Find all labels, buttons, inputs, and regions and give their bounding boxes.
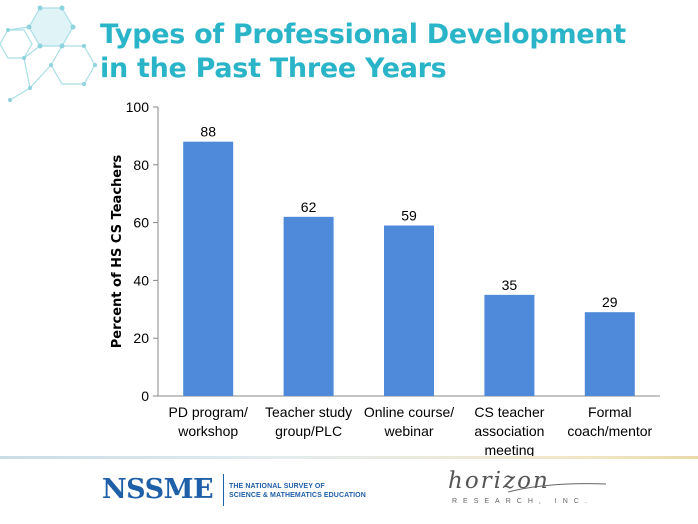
y-axis-label: Percent of HS CS Teachers [110,154,125,348]
y-tick-label: 60 [133,215,149,231]
horizon-subtitle: RESEARCH, INC. [452,498,593,505]
x-tick-label: coach/mentor [567,423,652,439]
nssme-logo: NSSME [102,474,214,505]
data-label: 88 [200,124,216,140]
hexagon-network-icon [0,5,97,102]
bar [283,216,334,396]
data-label: 35 [502,277,518,293]
nssme-subtitle-line-1: THE NATIONAL SURVEY OF [229,483,325,490]
nssme-subtitle-line-2: SCIENCE & MATHEMATICS EDUCATION [229,492,366,499]
page-title-line-2: in the Past Three Years [100,53,447,84]
x-tick-label: PD program/ [169,404,248,420]
data-label: 59 [401,207,417,223]
x-tick-label: Formal [588,404,632,420]
x-tick-label: meeting [484,442,534,458]
y-tick-label: 40 [133,272,149,288]
x-tick-label: Teacher study [265,404,352,420]
x-tick-label: CS teacher [474,404,544,420]
y-tick-label: 100 [126,99,150,115]
bar-chart: 0 20 40 60 80 100 Percent of HS CS Teachers 88 P… [110,99,660,458]
y-tick-label: 0 [141,388,149,404]
bar [183,141,234,396]
x-tick-label: webinar [383,423,433,439]
x-tick-label: group/PLC [275,423,342,439]
footer-divider [0,456,698,459]
x-tick-label: association [474,423,544,439]
bar [384,225,434,396]
nssme-logo-divider [223,474,224,506]
horizon-logo: horizon RESEARCH, INC. [448,468,608,514]
page-title: Types of Professional Development in the… [100,18,690,86]
data-label: 62 [301,199,317,215]
x-tick-label: workshop [177,423,238,439]
page-title-line-1: Types of Professional Development [100,19,626,50]
bar [584,312,635,396]
bar [484,294,535,396]
nssme-subtitle: THE NATIONAL SURVEY OF SCIENCE & MATHEMA… [229,482,366,500]
x-tick-label: Online course/ [364,404,454,420]
horizon-swoosh-icon [508,483,607,493]
y-tick-label: 80 [133,157,149,173]
y-tick-label: 20 [133,330,149,346]
data-label: 29 [602,294,618,310]
horizon-wordmark: horizon [448,468,550,494]
